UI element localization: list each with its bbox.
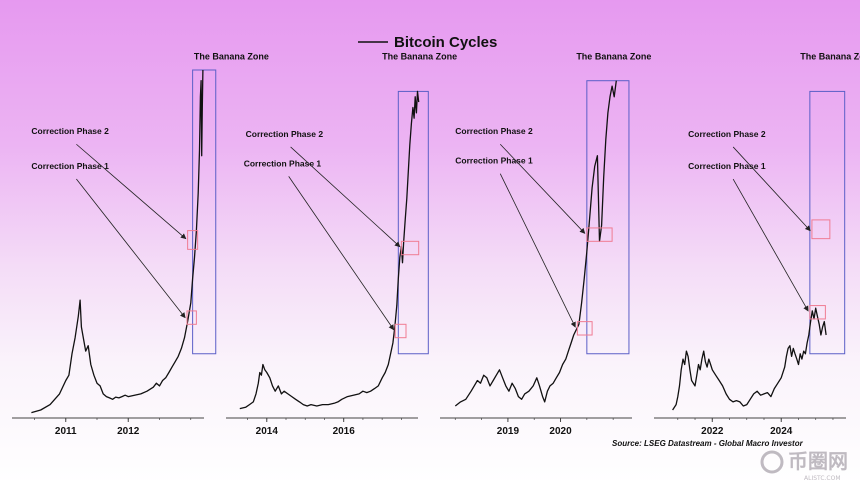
- correction-phase-1-arrow: [499, 173, 576, 328]
- correction-phase-1-box: [576, 321, 593, 336]
- bitcoin-price-line: [454, 80, 617, 407]
- x-tick-label: 2012: [117, 426, 140, 437]
- correction-phase-2-box: [187, 230, 199, 250]
- correction-phase-2-label: Correction Phase 2: [31, 126, 109, 136]
- correction-phase-1-box: [186, 310, 197, 325]
- correction-phase-2-box: [586, 227, 613, 242]
- banana-zone-label: The Banana Zone: [382, 51, 457, 61]
- cycle-panel-3: 2019 2020 The Banana Zone Correction Phase …: [440, 51, 651, 437]
- bitcoin-price-line: [31, 69, 204, 414]
- correction-phase-2-arrow: [290, 146, 401, 248]
- cycle-panel-2: 2014 2016 The Banana Zone Correction Phase …: [226, 51, 457, 437]
- banana-zone-box: [809, 90, 846, 355]
- correction-phase-2-arrow: [499, 143, 586, 234]
- x-tick-label: 2016: [333, 426, 356, 437]
- correction-phase-1-box: [394, 323, 407, 339]
- correction-phase-2-box: [400, 240, 420, 256]
- correction-phase-1-box: [809, 305, 826, 320]
- correction-phase-2-arrow: [732, 146, 811, 232]
- banana-zone-label: The Banana Zone: [194, 51, 269, 61]
- watermark: 币圈网 ALISTC.COM: [760, 449, 848, 482]
- correction-phase-2-box: [811, 219, 831, 240]
- correction-phase-1-label: Correction Phase 1: [688, 161, 766, 171]
- chart-legend: Bitcoin Cycles: [358, 34, 497, 51]
- correction-phase-1-label: Correction Phase 1: [455, 156, 533, 166]
- correction-phase-1-label: Correction Phase 1: [31, 161, 109, 171]
- banana-zone-box: [192, 69, 217, 355]
- watermark-text: 币圈网: [788, 449, 848, 473]
- x-tick-label: 2020: [549, 426, 572, 437]
- cycle-panel-1: 2011 2012 The Banana Zone Correction Phase …: [12, 51, 269, 437]
- x-tick-label: 2022: [701, 426, 724, 437]
- watermark-subtext: ALISTC.COM: [804, 475, 841, 482]
- correction-phase-1-arrow: [288, 176, 395, 331]
- bitcoin-price-line: [239, 90, 420, 410]
- bitcoin-price-line: [672, 307, 827, 411]
- banana-zone-box: [397, 90, 429, 355]
- correction-phase-1-arrow: [732, 178, 809, 312]
- x-tick-label: 2024: [770, 426, 793, 437]
- watermark-logo-icon: [760, 450, 784, 474]
- panels-container: 2011 2012 The Banana Zone Correction Phase …: [12, 51, 860, 437]
- source-note: Source: LSEG Datastream - Global Macro I…: [612, 439, 804, 448]
- correction-phase-1-label: Correction Phase 1: [244, 158, 322, 168]
- x-tick-label: 2011: [55, 426, 77, 437]
- banana-zone-box: [586, 80, 630, 355]
- x-tick-label: 2014: [256, 426, 279, 437]
- banana-zone-label: The Banana Zone: [800, 51, 860, 61]
- correction-phase-1-arrow: [76, 178, 186, 319]
- chart-title: Bitcoin Cycles: [394, 34, 497, 51]
- correction-phase-2-label: Correction Phase 2: [246, 129, 324, 139]
- x-tick-label: 2019: [497, 426, 520, 437]
- correction-phase-2-label: Correction Phase 2: [688, 129, 766, 139]
- banana-zone-label: The Banana Zone: [576, 51, 651, 61]
- cycle-panel-4: 2022 2024 The Banana Zone Correction Phase …: [654, 51, 860, 437]
- correction-phase-2-arrow: [76, 143, 187, 240]
- correction-phase-2-label: Correction Phase 2: [455, 126, 533, 136]
